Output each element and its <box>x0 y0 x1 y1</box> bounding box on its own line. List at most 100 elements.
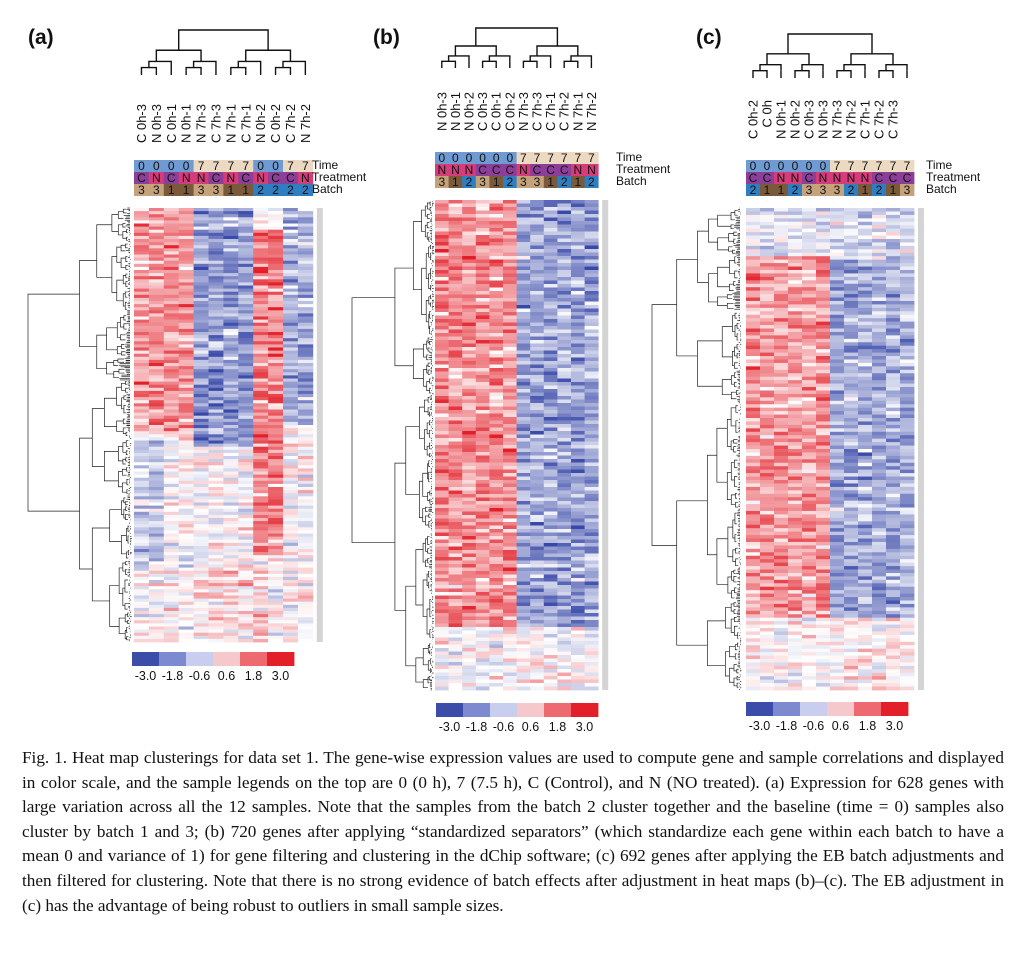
heatmap-cell <box>557 357 572 362</box>
heatmap-cell <box>193 285 209 289</box>
time-legend-cell <box>516 152 531 164</box>
heatmap-cell <box>223 449 239 454</box>
color-scale-label: -1.8 <box>162 669 184 683</box>
heatmap-cell <box>283 276 299 280</box>
heatmap-cell <box>238 536 254 541</box>
heatmap-cell <box>844 266 859 271</box>
treatment-legend-cell <box>193 172 209 184</box>
heatmap-cell <box>462 616 477 621</box>
heatmap-cell <box>297 428 314 432</box>
heatmap-cell <box>584 686 599 691</box>
heatmap-cell <box>238 626 254 630</box>
heatmap-cell <box>253 350 269 355</box>
heatmap-cell <box>268 363 284 367</box>
heatmap-cell <box>503 410 517 414</box>
heatmap-cell <box>435 655 449 659</box>
heatmap-cell <box>208 570 224 575</box>
heatmap-cell <box>238 487 254 491</box>
heatmap-cell <box>163 356 180 361</box>
heatmap-cell <box>163 316 180 320</box>
heatmap-cell <box>543 511 558 516</box>
heatmap-cell <box>830 263 845 267</box>
heatmap-cell <box>475 252 490 257</box>
color-scale-label: -3.0 <box>135 669 157 683</box>
heatmap-cell <box>435 252 449 257</box>
heatmap-cell <box>489 480 504 484</box>
heatmap-cell <box>489 683 504 687</box>
heatmap-cell <box>530 308 545 313</box>
heatmap-cell <box>584 420 599 425</box>
heatmap-cell <box>516 609 531 614</box>
heatmap-cell <box>435 480 449 484</box>
heatmap-cell <box>208 583 224 587</box>
heatmap-cell <box>584 259 599 264</box>
dendrogram-branch <box>422 579 428 617</box>
heatmap-cell <box>163 549 180 553</box>
heatmap-cell <box>178 325 194 330</box>
batch-legend-cell <box>503 176 517 188</box>
heatmap-cell <box>557 480 572 484</box>
heatmap-cell <box>530 326 545 330</box>
heatmap-cell <box>134 586 150 590</box>
heatmap-cell <box>253 542 269 547</box>
heatmap-cell <box>283 418 299 423</box>
heatmap-cell <box>208 545 224 550</box>
heatmap-cell <box>435 301 449 306</box>
dendrogram-branch <box>104 397 117 427</box>
heatmap-cell <box>208 611 224 615</box>
heatmap-cell <box>283 338 299 342</box>
treatment-legend-label: C <box>533 163 542 177</box>
heatmap-cell <box>475 606 490 610</box>
heatmap-cell <box>253 276 269 280</box>
heatmap-cell <box>475 385 490 390</box>
heatmap-cell <box>774 300 789 305</box>
heatmap-cell <box>571 441 585 446</box>
heatmap-cell <box>283 598 299 603</box>
heatmap-cell <box>475 455 490 460</box>
heatmap-cell <box>503 207 517 211</box>
heatmap-cell <box>516 480 531 484</box>
heatmap-cell <box>503 609 517 614</box>
heatmap-cell <box>571 385 585 390</box>
heatmap-cell <box>297 208 314 212</box>
heatmap-cell <box>530 686 545 691</box>
time-legend-label: 7 <box>198 159 205 173</box>
heatmap-cell <box>543 571 558 575</box>
heatmap-cell <box>297 400 314 404</box>
heatmap-cell <box>571 273 585 278</box>
heatmap-cell <box>571 672 585 677</box>
heatmap-cell <box>134 533 150 537</box>
heatmap-cell <box>530 592 545 596</box>
heatmap-cell <box>163 325 180 330</box>
heatmap-cell <box>872 259 887 264</box>
dendrogram-branch <box>116 346 122 355</box>
heatmap-cell <box>746 232 761 236</box>
heatmap-cell <box>178 235 194 240</box>
heatmap-cell <box>503 536 517 540</box>
heatmap-cell <box>208 372 224 376</box>
heatmap-cell <box>297 232 314 237</box>
heatmap-cell <box>516 644 531 649</box>
heatmap-cell <box>503 564 517 568</box>
heatmap-cell <box>178 270 194 274</box>
treatment-legend-cell <box>530 164 545 176</box>
heatmap-cell <box>193 369 209 373</box>
heatmap-cell <box>475 259 490 264</box>
batch-legend-label: 3 <box>806 183 813 197</box>
heatmap-cell <box>148 279 165 283</box>
heatmap-cell <box>830 252 845 257</box>
heatmap-cell <box>297 521 314 525</box>
heatmap-cell <box>543 389 558 393</box>
heatmap-cell <box>223 375 239 379</box>
heatmap-cell <box>816 208 831 212</box>
heatmap-cell <box>746 287 761 292</box>
heatmap-cell <box>516 399 531 404</box>
heatmap-cell <box>571 287 585 292</box>
heatmap-cell <box>223 638 239 643</box>
heatmap-cell <box>489 410 504 414</box>
heatmap-cell <box>503 627 517 631</box>
heatmap-cell <box>178 549 194 553</box>
heatmap-cell <box>448 490 463 495</box>
dendrogram-branch <box>104 450 119 482</box>
heatmap-cell <box>238 530 254 534</box>
